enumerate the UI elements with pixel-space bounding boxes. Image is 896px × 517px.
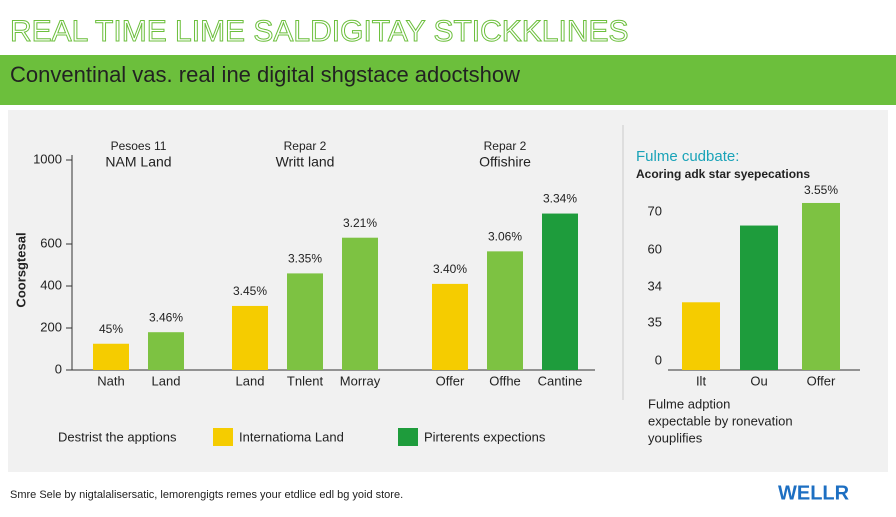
- bar-label: 3.21%: [343, 216, 377, 230]
- note-line: expectable by ronevation: [648, 413, 793, 428]
- x-tick-label: Land: [236, 373, 265, 388]
- legend-label: Internatioma Land: [239, 429, 344, 444]
- bar: [542, 213, 578, 370]
- logo: WELLR: [778, 482, 850, 504]
- x-tick-label: Cantine: [538, 373, 583, 388]
- bar: [93, 343, 129, 370]
- y-tick-label: 35: [648, 314, 662, 329]
- y-tick-label: 0: [55, 361, 62, 376]
- x-tick-label: Tnlent: [287, 373, 324, 388]
- x-tick-label: Ou: [750, 373, 767, 388]
- bar: [432, 283, 468, 370]
- group-name: Writt land: [276, 154, 335, 170]
- bar: [487, 251, 523, 370]
- bar: [232, 305, 268, 370]
- x-tick-label: Nath: [97, 373, 124, 388]
- note-line: youplifies: [648, 430, 703, 445]
- x-tick-label: Morray: [340, 373, 381, 388]
- group-name: Offishire: [479, 154, 531, 170]
- bar-label: 3.35%: [288, 252, 322, 266]
- y-tick-label: 1000: [33, 151, 62, 166]
- x-tick-label: Ilt: [696, 373, 707, 388]
- note-line: Fulme adption: [648, 396, 730, 411]
- bar: [682, 302, 720, 370]
- legend-swatch: [398, 428, 418, 446]
- y-tick-label: 200: [40, 319, 62, 334]
- legend-label: Destrist the apptions: [58, 429, 177, 444]
- x-tick-label: Land: [152, 373, 181, 388]
- group-name: NAM Land: [105, 154, 171, 170]
- bar: [148, 332, 184, 370]
- group-subtitle: Repar 2: [284, 139, 327, 153]
- bar-label: 3.06%: [488, 230, 522, 244]
- y-tick-label: 60: [648, 241, 662, 256]
- y-tick-label: 0: [655, 352, 662, 367]
- y-tick-label: 70: [648, 203, 662, 218]
- group-subtitle: Pesoes 11: [111, 139, 167, 153]
- x-tick-label: Offer: [807, 373, 836, 388]
- y-axis-label: Coorsgtesal: [13, 232, 28, 307]
- bar-label: 45%: [99, 322, 123, 336]
- page-title: REAL TIME LIME SALDIGITAY STICKKLINES: [10, 15, 629, 48]
- bar: [287, 273, 323, 370]
- y-tick-label: 400: [40, 277, 62, 292]
- footer: Smre Sele by nigtalalisersatic, lemoreng…: [10, 489, 403, 501]
- y-tick-label: 34: [648, 278, 662, 293]
- banner-bg: [0, 55, 896, 105]
- bar: [740, 225, 778, 370]
- x-tick-label: Offhe: [489, 373, 521, 388]
- x-tick-label: Offer: [436, 373, 465, 388]
- bar-label: 3.34%: [543, 192, 577, 206]
- y-tick-label: 600: [40, 235, 62, 250]
- bar-label: 3.45%: [233, 284, 267, 298]
- group-subtitle: Repar 2: [484, 139, 527, 153]
- panel-title: Fulme cudbate:: [636, 148, 739, 165]
- panel-subtitle: Acoring adk star syepecations: [636, 167, 810, 181]
- bar-label: 3.55%: [804, 183, 838, 197]
- legend-swatch: [213, 428, 233, 446]
- bar: [342, 237, 378, 370]
- legend-label: Pirterents expections: [424, 429, 546, 444]
- bar-label: 3.46%: [149, 310, 183, 324]
- banner-text: Conventinal vas. real ine digital shgsta…: [10, 62, 520, 87]
- bar-label: 3.40%: [433, 262, 467, 276]
- bar: [802, 202, 840, 370]
